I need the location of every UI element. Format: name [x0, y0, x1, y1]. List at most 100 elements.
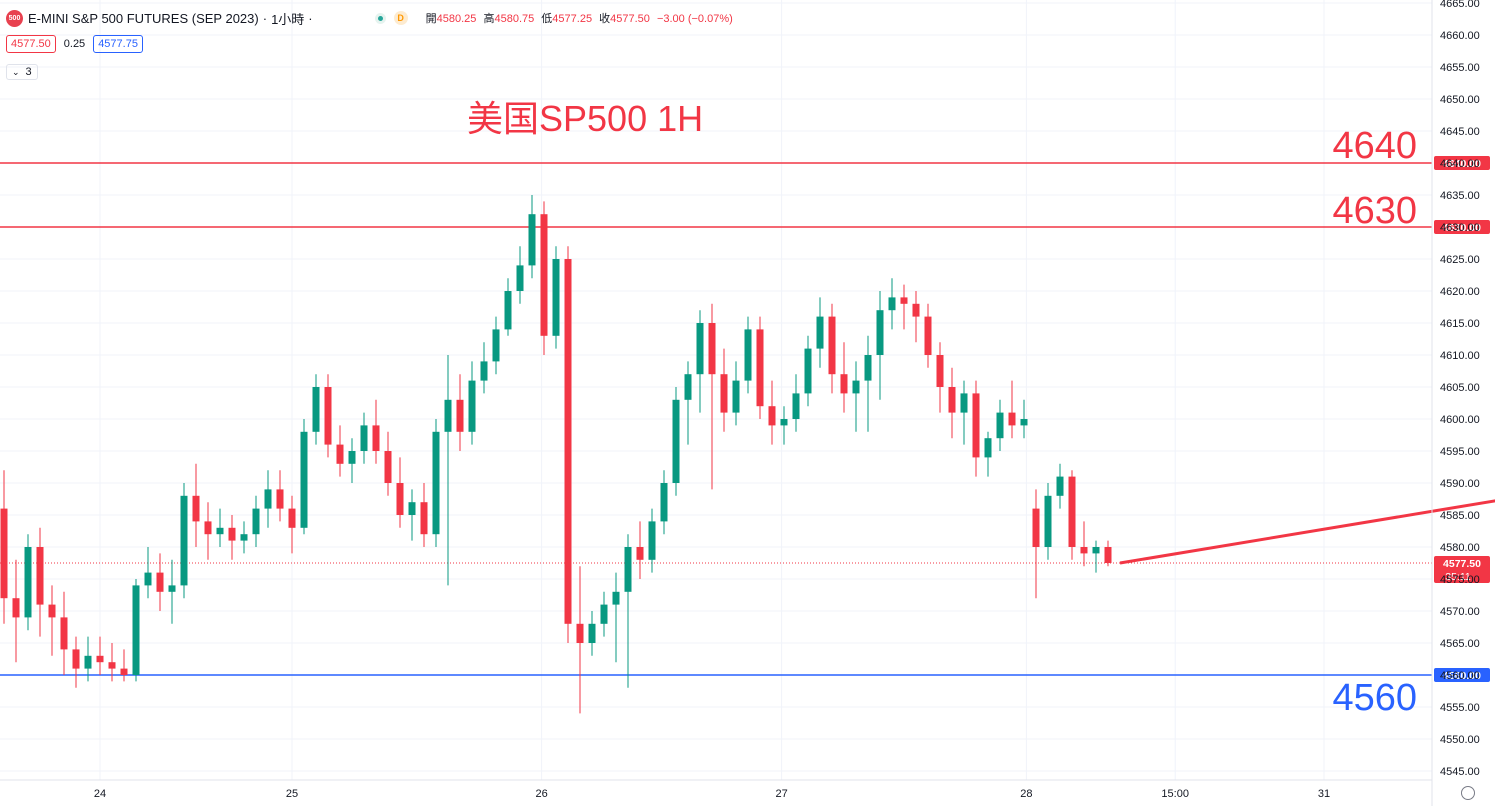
candle-body: [792, 393, 800, 419]
candle-body: [744, 329, 752, 381]
candle-body: [192, 495, 200, 522]
candle-body: [432, 431, 440, 535]
candle-body: [576, 623, 584, 643]
candle-body: [948, 387, 956, 413]
candle-body: [132, 585, 140, 675]
candle-body: [660, 483, 668, 522]
candle-body: [1056, 476, 1064, 496]
indicators-toggle[interactable]: ⌄ 3: [6, 64, 38, 80]
separator-dot: ·: [308, 10, 313, 26]
settings-gear-icon[interactable]: [1461, 786, 1475, 800]
candle-body: [624, 547, 632, 592]
low-value: 4577.25: [552, 13, 593, 25]
y-tick-label: 4585.00: [1440, 510, 1480, 522]
candle-body: [684, 374, 692, 400]
sell-button[interactable]: 4577.50: [6, 35, 56, 53]
candle-body: [888, 297, 896, 311]
candle-body: [396, 483, 404, 515]
candle-body: [816, 316, 824, 349]
candle-body: [420, 502, 428, 535]
candle-body: [480, 361, 488, 381]
candle-body: [564, 259, 572, 624]
symbol-name[interactable]: E-MINI S&P 500 FUTURES (SEP 2023): [28, 10, 259, 26]
candle-body: [516, 265, 524, 291]
separator-dot: ·: [262, 10, 268, 26]
candle-body: [828, 316, 836, 375]
candle-body: [504, 291, 512, 330]
level-price-text: 4630.00: [1443, 222, 1481, 234]
last-price-tag: [1434, 556, 1490, 583]
buy-button[interactable]: 4577.75: [93, 35, 143, 53]
candle-body: [768, 406, 776, 426]
y-tick-label: 4570.00: [1440, 606, 1480, 618]
candle-body: [696, 323, 704, 375]
y-tick-label: 4580.00: [1440, 542, 1480, 554]
candle-body: [468, 380, 476, 432]
candle-body: [936, 355, 944, 387]
y-tick-label: 4630.00: [1440, 222, 1480, 234]
candle-body: [588, 623, 596, 643]
candle-body: [228, 527, 236, 541]
candle-body: [552, 259, 560, 336]
close-label: 收: [599, 13, 611, 25]
candle-body: [96, 655, 104, 663]
legend-header: 500 E-MINI S&P 500 FUTURES (SEP 2023) · …: [6, 8, 737, 28]
chevron-down-icon: ⌄: [12, 66, 20, 77]
interval-label[interactable]: 1小時: [271, 11, 305, 27]
candle-body: [720, 374, 728, 413]
y-tick-label: 4655.00: [1440, 62, 1480, 74]
candle-body: [528, 214, 536, 266]
candle-body: [1092, 547, 1100, 554]
market-status[interactable]: D: [374, 11, 408, 25]
spread-value: 0.25: [63, 38, 86, 50]
indicator-count: 3: [25, 66, 32, 78]
projection-arrow: [1119, 499, 1495, 565]
candle-body: [924, 316, 932, 355]
candle-body: [444, 399, 452, 432]
level-price-tag: [1434, 220, 1490, 234]
y-tick-label: 4650.00: [1440, 94, 1480, 106]
high-label: 高: [483, 13, 495, 25]
y-tick-label: 4640.00: [1440, 158, 1480, 170]
candle-body: [36, 547, 44, 605]
candle-body: [300, 431, 308, 528]
candle-body: [864, 355, 872, 381]
y-tick-label: 4555.00: [1440, 702, 1480, 714]
level-price-tag: [1434, 668, 1490, 682]
candle-body: [156, 572, 164, 592]
candle-body: [348, 451, 356, 464]
y-tick-label: 4625.00: [1440, 254, 1480, 266]
candle-body: [876, 310, 884, 355]
candle-body: [780, 419, 788, 426]
open-label: 開: [425, 13, 437, 25]
candle-body: [1020, 419, 1028, 426]
x-tick-label: 25: [286, 788, 298, 800]
candle-body: [732, 380, 740, 413]
delayed-data-badge: D: [393, 11, 408, 25]
candle-body: [120, 668, 128, 675]
y-tick-label: 4550.00: [1440, 734, 1480, 746]
y-tick-label: 4575.00: [1440, 574, 1480, 586]
candle-body: [852, 380, 860, 394]
candle-body: [264, 489, 272, 509]
y-tick-label: 4545.00: [1440, 766, 1480, 778]
level-price-text: 4640.00: [1443, 158, 1481, 170]
candle-body: [600, 604, 608, 624]
candle-body: [960, 393, 968, 413]
candle-body: [108, 662, 116, 669]
candle-body: [804, 348, 812, 394]
y-tick-label: 4600.00: [1440, 414, 1480, 426]
candle-body: [540, 214, 548, 336]
candle-body: [840, 374, 848, 394]
candle-body: [168, 585, 176, 592]
last-price-text: 4577.50: [1443, 558, 1481, 570]
open-value: 4580.25: [436, 13, 477, 25]
market-open-icon: [374, 12, 386, 24]
candle-body: [84, 655, 92, 669]
candle-body: [648, 521, 656, 560]
y-tick-label: 4620.00: [1440, 286, 1480, 298]
candle-body: [24, 547, 32, 618]
change-value: −3.00 (−0.07%): [656, 13, 733, 25]
